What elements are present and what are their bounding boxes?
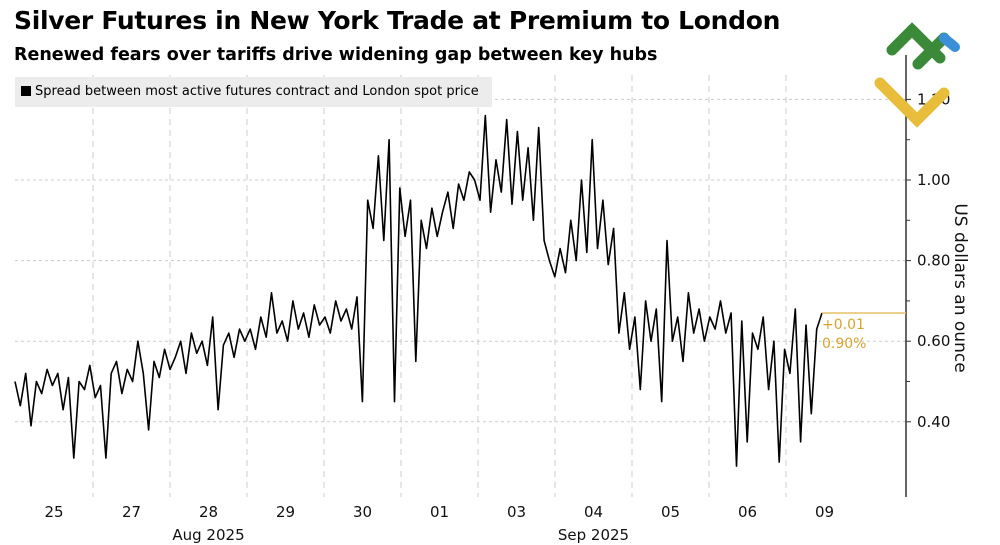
x-tick-label: 27 bbox=[122, 503, 141, 521]
y-tick-label: 0.80 bbox=[917, 252, 950, 270]
x-tick-label: 05 bbox=[661, 503, 680, 521]
x-tick-label: 01 bbox=[430, 503, 449, 521]
legend: Spread between most active futures contr… bbox=[15, 77, 492, 107]
x-tick-label: 29 bbox=[276, 503, 295, 521]
x-axis: 25 27 28 29 30 01 03 04 05 06 09 Aug 2025 Sep 2025 bbox=[44, 503, 834, 544]
y-tick-label: 0.60 bbox=[917, 332, 950, 350]
month-label: Sep 2025 bbox=[558, 526, 629, 544]
y-tick-label: 0.40 bbox=[917, 413, 950, 431]
last-change-label: +0.01 bbox=[822, 317, 865, 333]
y-tick-label: 1.00 bbox=[917, 171, 950, 189]
y-axis-label: US dollars an ounce bbox=[950, 203, 970, 372]
last-change-pct-label: 0.90% bbox=[822, 336, 866, 352]
legend-swatch bbox=[21, 86, 31, 96]
x-tick-label: 25 bbox=[44, 503, 63, 521]
gridlines bbox=[15, 75, 906, 497]
series-line-spread bbox=[14, 114, 823, 467]
x-tick-label: 09 bbox=[815, 503, 834, 521]
x-tick-label: 06 bbox=[738, 503, 757, 521]
chart-subtitle: Renewed fears over tariffs drive widenin… bbox=[14, 45, 658, 65]
month-label: Aug 2025 bbox=[172, 526, 244, 544]
chart-title: Silver Futures in New York Trade at Prem… bbox=[14, 6, 781, 35]
logo-icon bbox=[874, 22, 960, 128]
x-tick-label: 04 bbox=[584, 503, 603, 521]
x-tick-label: 28 bbox=[199, 503, 218, 521]
legend-label: Spread between most active futures contr… bbox=[35, 84, 479, 99]
x-tick-label: 03 bbox=[507, 503, 526, 521]
x-tick-label: 30 bbox=[353, 503, 372, 521]
